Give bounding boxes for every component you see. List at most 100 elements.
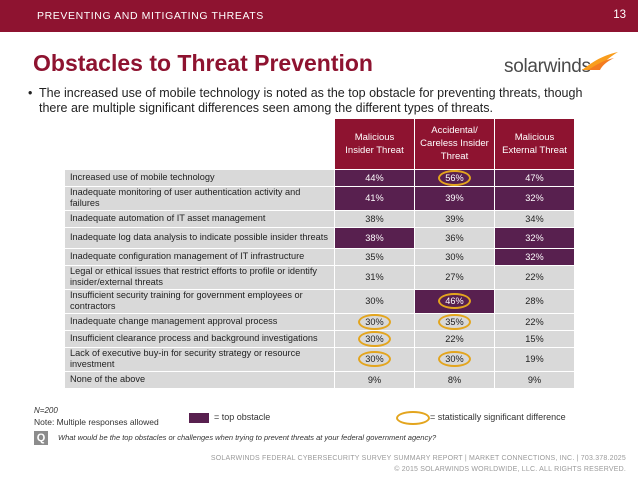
row-label: Legal or ethical issues that restrict ef… bbox=[65, 264, 335, 289]
value-cell: 30% bbox=[414, 346, 495, 371]
significant-value: 30% bbox=[358, 330, 391, 347]
cell-value: 31% bbox=[365, 272, 384, 282]
summary-text: The increased use of mobile technology i… bbox=[39, 86, 583, 115]
table-row: Lack of executive buy-in for security st… bbox=[65, 346, 574, 371]
cell-value: 22% bbox=[525, 272, 544, 282]
row-label: Inadequate automation of IT asset manage… bbox=[65, 209, 335, 227]
value-cell: 34% bbox=[494, 209, 574, 227]
value-cell: 30% bbox=[334, 312, 415, 330]
row-label: Inadequate change management approval pr… bbox=[65, 312, 335, 330]
multiple-responses-note: Note: Multiple responses allowed bbox=[34, 417, 159, 427]
value-cell: 39% bbox=[414, 209, 495, 227]
cell-value: 32% bbox=[525, 251, 544, 262]
table-header-row: Malicious Insider Threat Accidental/ Car… bbox=[65, 119, 574, 169]
cell-value: 32% bbox=[525, 193, 544, 203]
row-label: Inadequate monitoring of user authentica… bbox=[65, 185, 335, 210]
bullet-dot: • bbox=[28, 86, 33, 100]
value-cell: 32% bbox=[494, 247, 574, 265]
value-cell: 28% bbox=[494, 288, 574, 313]
value-cell: 22% bbox=[414, 329, 495, 347]
question-icon: Q bbox=[34, 431, 48, 445]
table-row: Inadequate automation of IT asset manage… bbox=[65, 209, 574, 227]
significant-value: 46% bbox=[438, 293, 471, 309]
col-header-malicious-external: Malicious External Threat bbox=[494, 119, 574, 169]
value-cell: 9% bbox=[494, 370, 574, 388]
value-cell: 47% bbox=[494, 168, 574, 186]
value-cell: 30% bbox=[334, 329, 415, 347]
table-row: Inadequate log data analysis to indicate… bbox=[65, 226, 574, 248]
value-cell: 9% bbox=[334, 370, 415, 388]
table-row: Insufficient clearance process and backg… bbox=[65, 329, 574, 347]
value-cell: 22% bbox=[494, 312, 574, 330]
value-cell: 35% bbox=[334, 247, 415, 265]
table-row: Legal or ethical issues that restrict ef… bbox=[65, 264, 574, 289]
cell-value: 34% bbox=[525, 213, 544, 224]
cell-value: 22% bbox=[525, 316, 544, 327]
cell-value: 22% bbox=[445, 333, 464, 344]
value-cell: 32% bbox=[494, 185, 574, 210]
header-blank bbox=[65, 119, 335, 169]
value-cell: 44% bbox=[334, 168, 415, 186]
section-title: PREVENTING AND MITIGATING THREATS bbox=[37, 10, 264, 22]
cell-value: 19% bbox=[525, 354, 544, 364]
significant-value: 35% bbox=[438, 313, 471, 330]
value-cell: 41% bbox=[334, 185, 415, 210]
table-row: Inadequate configuration management of I… bbox=[65, 247, 574, 265]
table-row: Inadequate change management approval pr… bbox=[65, 312, 574, 330]
cell-value: 30% bbox=[365, 296, 384, 306]
row-label: Inadequate log data analysis to indicate… bbox=[65, 226, 335, 248]
significant-value: 30% bbox=[358, 351, 391, 367]
value-cell: 32% bbox=[494, 226, 574, 248]
cell-value: 38% bbox=[365, 213, 384, 224]
value-cell: 39% bbox=[414, 185, 495, 210]
value-cell: 38% bbox=[334, 209, 415, 227]
value-cell: 30% bbox=[334, 288, 415, 313]
cell-value: 36% bbox=[445, 232, 464, 243]
cell-value: 8% bbox=[447, 374, 462, 385]
value-cell: 15% bbox=[494, 329, 574, 347]
flame-icon bbox=[582, 52, 618, 70]
value-cell: 35% bbox=[414, 312, 495, 330]
legend-top-obstacle: = top obstacle bbox=[214, 412, 271, 422]
cell-value: 28% bbox=[525, 296, 544, 306]
footer-copyright: © 2015 SOLARWINDS WORLDWIDE, LLC. ALL RI… bbox=[394, 466, 626, 473]
legend-significant: = statistically significant difference bbox=[430, 412, 566, 422]
cell-value: 47% bbox=[525, 172, 544, 183]
footer-source: SOLARWINDS FEDERAL CYBERSECURITY SURVEY … bbox=[210, 455, 626, 462]
cell-value: 9% bbox=[527, 374, 542, 385]
table-row: Insufficient security training for gover… bbox=[65, 288, 574, 313]
cell-value: 41% bbox=[365, 193, 384, 203]
value-cell: 27% bbox=[414, 264, 495, 289]
value-cell: 56% bbox=[414, 168, 495, 186]
significant-value: 56% bbox=[438, 169, 471, 186]
slide-title: Obstacles to Threat Prevention bbox=[33, 50, 373, 76]
legend-top-obstacle-swatch bbox=[189, 413, 209, 423]
row-label: Insufficient clearance process and backg… bbox=[65, 329, 335, 347]
cell-value: 30% bbox=[445, 251, 464, 262]
cell-value: 35% bbox=[365, 251, 384, 262]
significant-value: 30% bbox=[358, 313, 391, 330]
value-cell: 8% bbox=[414, 370, 495, 388]
value-cell: 30% bbox=[414, 247, 495, 265]
value-cell: 19% bbox=[494, 346, 574, 371]
cell-value: 39% bbox=[445, 193, 464, 203]
cell-value: 32% bbox=[525, 232, 544, 243]
row-label: Insufficient security training for gover… bbox=[65, 288, 335, 313]
obstacles-table: Malicious Insider Threat Accidental/ Car… bbox=[65, 119, 574, 388]
solarwinds-logo: solarwinds bbox=[504, 50, 630, 80]
significant-value: 30% bbox=[438, 351, 471, 367]
table-row: None of the above 9% 8% 9% bbox=[65, 370, 574, 388]
header-bar: PREVENTING AND MITIGATING THREATS 13 bbox=[0, 0, 638, 32]
page-number: 13 bbox=[613, 9, 626, 21]
value-cell: 31% bbox=[334, 264, 415, 289]
value-cell: 38% bbox=[334, 226, 415, 248]
logo-wordmark: solarwinds bbox=[504, 56, 591, 77]
survey-question: What would be the top obstacles or chall… bbox=[58, 433, 437, 442]
cell-value: 9% bbox=[367, 374, 382, 385]
row-label: None of the above bbox=[65, 370, 335, 388]
value-cell: 46% bbox=[414, 288, 495, 313]
cell-value: 27% bbox=[445, 272, 464, 282]
sample-size: N=200 bbox=[34, 406, 58, 415]
cell-value: 39% bbox=[445, 213, 464, 224]
col-header-accidental-insider: Accidental/ Careless Insider Threat bbox=[414, 119, 495, 169]
